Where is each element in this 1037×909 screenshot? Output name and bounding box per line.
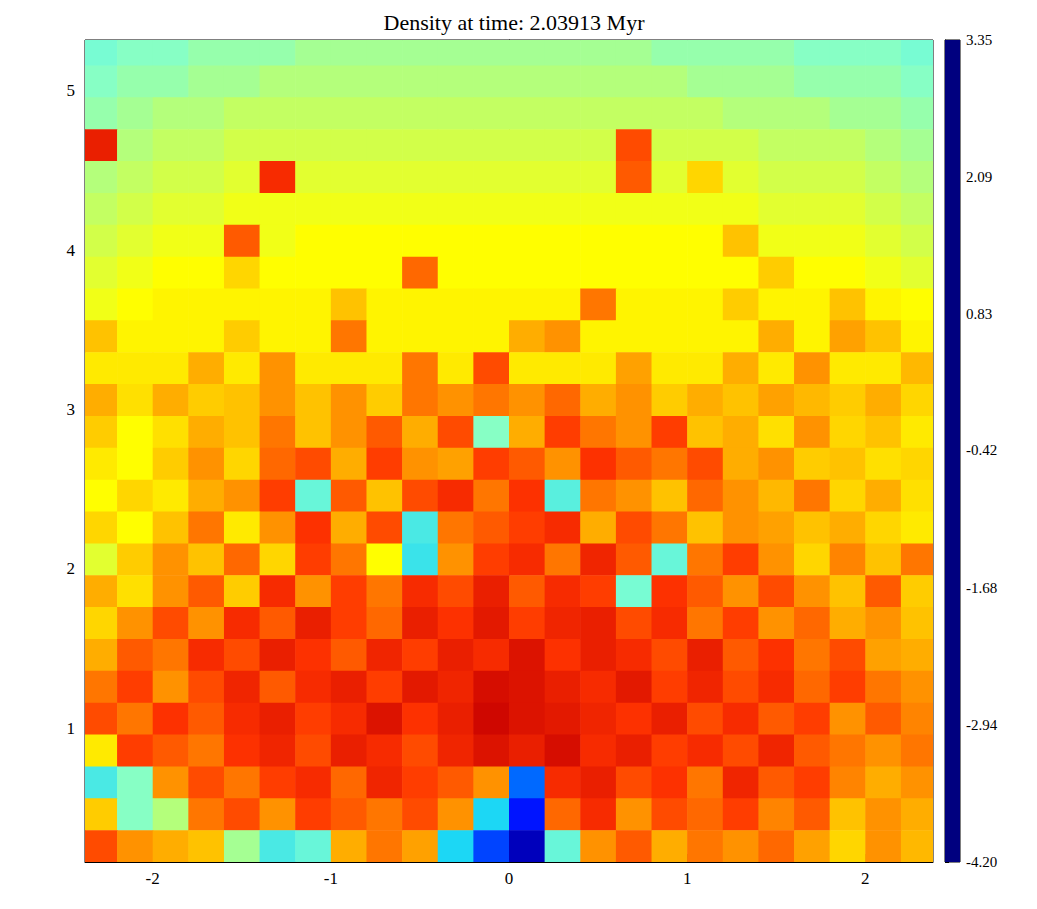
svg-text:1: 1 xyxy=(67,719,76,738)
svg-text:3: 3 xyxy=(67,400,76,419)
svg-text:0: 0 xyxy=(505,869,514,888)
svg-text:3.35: 3.35 xyxy=(966,32,992,48)
svg-text:-4.20: -4.20 xyxy=(966,854,997,870)
svg-text:-0.42: -0.42 xyxy=(966,442,997,458)
svg-text:2.09: 2.09 xyxy=(966,169,992,185)
svg-text:-1: -1 xyxy=(324,869,338,888)
svg-text:2: 2 xyxy=(861,869,870,888)
svg-text:0.83: 0.83 xyxy=(966,306,992,322)
svg-text:2: 2 xyxy=(67,559,76,578)
svg-text:Density at time: 2.03913 Myr: Density at time: 2.03913 Myr xyxy=(384,10,646,35)
svg-text:-1.68: -1.68 xyxy=(966,580,997,596)
svg-text:5: 5 xyxy=(67,81,76,100)
svg-text:1: 1 xyxy=(683,869,692,888)
svg-text:4: 4 xyxy=(67,241,76,260)
svg-text:-2.94: -2.94 xyxy=(966,717,998,733)
svg-text:-2: -2 xyxy=(146,869,160,888)
